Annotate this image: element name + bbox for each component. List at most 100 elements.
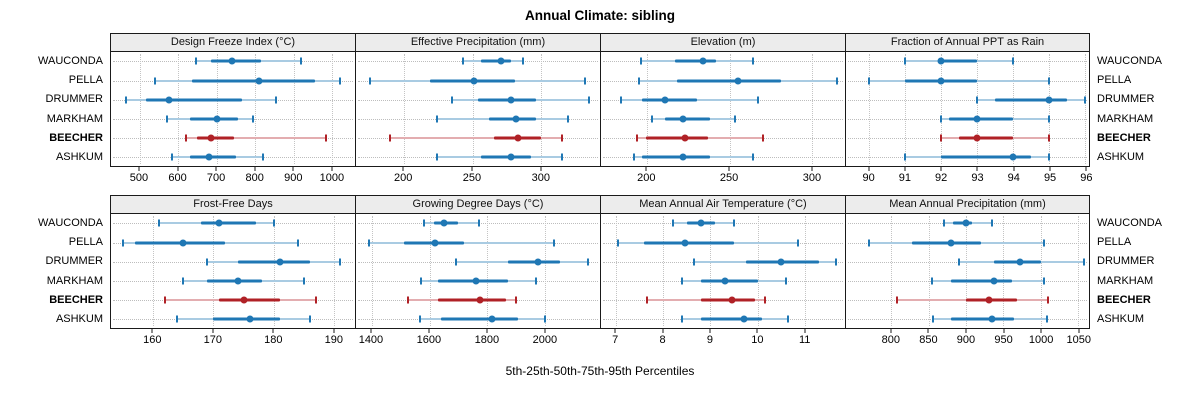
median-dot	[973, 134, 981, 141]
axis-tick-label: 950	[994, 334, 1013, 346]
axis-tick-label: 250	[462, 172, 482, 184]
axis-tick-label: 1800	[474, 334, 500, 346]
vertical-gridline	[710, 216, 712, 326]
axis-tick-label: 600	[168, 172, 187, 184]
vertical-gridline	[331, 54, 333, 164]
vertical-gridline	[255, 54, 257, 164]
axis-tick-mark	[614, 329, 616, 333]
row-label-pella: PELLA	[68, 73, 103, 86]
vertical-gridline	[1040, 216, 1042, 326]
vertical-gridline	[966, 216, 967, 326]
whisker-cap	[651, 115, 654, 122]
vertical-gridline	[928, 216, 930, 326]
median-dot	[276, 258, 284, 265]
whisker-cap	[477, 219, 480, 227]
whisker-cap	[587, 258, 590, 265]
row-label-drummer: DRUMMER	[45, 93, 103, 106]
axis-tick-label: 1000	[319, 172, 345, 184]
whisker-cap	[194, 57, 197, 65]
row-label-markham: MARKHAM	[1097, 274, 1154, 287]
row-label-beecher: BEECHER	[49, 293, 103, 306]
panel-title: Design Freeze Index (°C)	[111, 34, 355, 52]
whisker-cap	[942, 219, 945, 227]
axis-tick-mark	[940, 167, 942, 171]
median-dot	[534, 258, 542, 265]
panel-title: Effective Precipitation (mm)	[356, 34, 600, 52]
axis-tick-label: 1050	[1066, 334, 1091, 346]
interval-25th-75th	[642, 155, 710, 158]
axis-tick-label: 1600	[416, 334, 442, 346]
axis-tick-label: 95	[1043, 172, 1057, 184]
whisker-cap	[325, 134, 328, 141]
median-dot	[697, 219, 705, 227]
whisker-cap	[796, 239, 799, 246]
whisker-cap	[733, 115, 736, 122]
whisker-cap	[184, 134, 187, 141]
panel-title: Growing Degree Days (°C)	[356, 196, 600, 214]
whisker-cap	[165, 115, 168, 122]
axis-tick-mark	[254, 167, 256, 171]
vertical-gridline	[804, 216, 806, 326]
axis-tick-mark	[428, 329, 430, 333]
whisker-cap	[617, 239, 620, 246]
vertical-gridline	[487, 216, 489, 326]
axis-tick-mark	[544, 329, 546, 333]
whisker-cap	[182, 277, 185, 284]
panel-x-axis: 1400 1600 1800 2000	[355, 329, 600, 354]
vertical-gridline	[663, 216, 665, 326]
whisker-cap	[302, 277, 305, 284]
whisker-cap	[560, 134, 563, 141]
whisker-cap	[681, 277, 684, 284]
median-dot	[246, 315, 254, 322]
axis-tick-mark	[1049, 167, 1051, 171]
vertical-gridline	[273, 216, 275, 326]
interval-25th-75th	[995, 98, 1068, 101]
interval-25th-75th	[701, 298, 756, 301]
median-dot	[470, 77, 478, 84]
interval-5th-95th	[390, 136, 562, 139]
whisker-cap	[751, 153, 754, 160]
vertical-gridline	[213, 216, 215, 326]
median-dot	[234, 277, 242, 284]
whisker-cap	[787, 315, 790, 322]
vertical-gridline	[1049, 54, 1051, 164]
whisker-cap	[834, 258, 837, 265]
axis-tick-label: 200	[637, 172, 656, 184]
vertical-gridline	[178, 54, 180, 164]
axis-tick-mark	[728, 167, 730, 171]
panel-x-axis: 90 91 92 93 94 95 96	[845, 167, 1092, 192]
vertical-gridline	[545, 216, 547, 326]
whisker-cap	[904, 153, 907, 160]
whisker-cap	[308, 315, 311, 322]
axis-tick-mark	[904, 167, 906, 171]
whisker-cap	[639, 57, 642, 65]
median-dot	[1016, 258, 1024, 265]
median-dot	[240, 296, 248, 303]
whisker-cap	[692, 258, 695, 265]
median-dot	[507, 96, 515, 103]
axis-tick-mark	[138, 167, 140, 171]
whisker-cap	[1043, 239, 1046, 246]
median-dot	[990, 277, 998, 284]
interval-25th-75th	[488, 117, 536, 120]
interval-5th-95th	[185, 136, 327, 139]
whisker-cap	[681, 315, 684, 322]
vertical-gridline	[472, 54, 474, 164]
panel-plot-area	[846, 52, 1089, 166]
interval-25th-75th	[438, 298, 507, 301]
whisker-cap	[422, 219, 425, 227]
whisker-cap	[619, 96, 622, 103]
row-labels-left: WAUCONDA PELLA DRUMMER MARKHAM BEECHER ASHKUM	[0, 213, 110, 329]
panel-plot-area	[356, 214, 600, 328]
whisker-cap	[314, 296, 317, 303]
panel-x-axis: 800 850 900 950 1000 1050	[845, 329, 1091, 354]
row-label-pella: PELLA	[1097, 235, 1132, 248]
median-dot	[179, 239, 187, 246]
axis-tick-mark	[1013, 167, 1015, 171]
interval-25th-75th	[912, 241, 981, 244]
median-dot	[740, 315, 748, 322]
median-dot	[228, 57, 236, 65]
median-dot	[661, 96, 669, 103]
axis-tick-label: 850	[919, 334, 938, 346]
